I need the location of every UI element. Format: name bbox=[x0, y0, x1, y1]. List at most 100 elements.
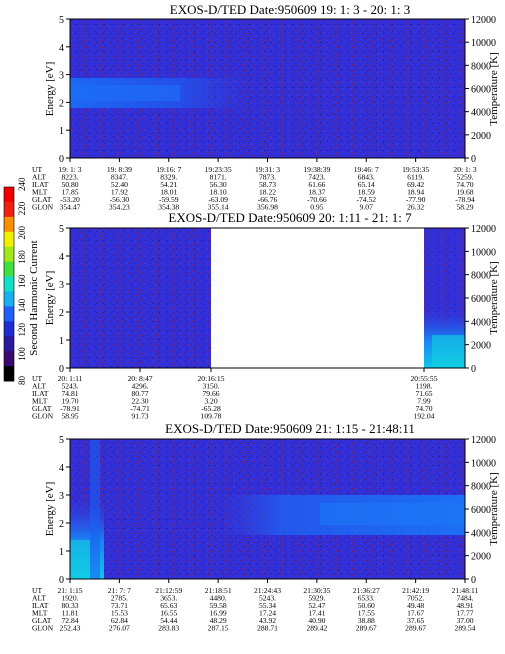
panel3-ytick-left-label: 2 bbox=[59, 519, 64, 530]
panel1-table-cell: -63.09 bbox=[208, 195, 228, 204]
panel2-table-cell: 71.65 bbox=[415, 389, 432, 398]
panel1-table-cell: 354.23 bbox=[109, 203, 130, 212]
panel1-table-cell: 18.22 bbox=[259, 188, 276, 197]
panel1-table-cell: 5259. bbox=[456, 173, 473, 182]
panel3-table-cell: 21:30:35 bbox=[303, 586, 330, 595]
panel3-table-cell: 40.90 bbox=[308, 616, 325, 625]
panel1-ytick-left-label: 0 bbox=[59, 154, 64, 165]
panel3-plot bbox=[69, 438, 466, 580]
panel1-table-cell: -70.66 bbox=[307, 195, 327, 204]
panel3-table-cell: 17.24 bbox=[259, 609, 276, 618]
panel3-table-cell: 289.42 bbox=[306, 624, 327, 633]
panel3-table-cell: 289.54 bbox=[455, 624, 476, 633]
panel2-ytick-right-label: 6000 bbox=[471, 294, 491, 305]
colorbar-tick-label: 200 bbox=[17, 226, 27, 240]
panel3-ytick-right-label: 4000 bbox=[471, 528, 491, 539]
panel3-table-cell: 252.43 bbox=[60, 624, 81, 633]
panel1-table-row-label: ALT bbox=[32, 173, 46, 182]
panel2-table-row-label: MLT bbox=[32, 397, 48, 406]
panel3-table-cell: 62.84 bbox=[111, 616, 128, 625]
colorbar-swatch bbox=[4, 351, 14, 367]
panel1-table-cell: 8329. bbox=[160, 173, 177, 182]
dynamic-marks: 012345020004000600080001000012000UTALTIL… bbox=[3, 15, 496, 633]
panel3-table-row-label: UT bbox=[32, 586, 42, 595]
panel2-table-row-label: ALT bbox=[32, 382, 46, 391]
panel1-table-cell: 61.66 bbox=[308, 180, 325, 189]
panel1-table-cell: 7873. bbox=[259, 173, 276, 182]
panel2-table-cell: 3150. bbox=[202, 382, 219, 391]
panel3-table-cell: 289.67 bbox=[405, 624, 426, 633]
panel1-table-cell: -59.59 bbox=[159, 195, 179, 204]
panel1-table-cell: 7423. bbox=[308, 173, 325, 182]
panel1-table-cell: 58.73 bbox=[259, 180, 276, 189]
panel2-table-cell: 22.30 bbox=[131, 397, 148, 406]
panel2-title: EXOS-D/TED Date:950609 20: 1:11 - 21: 1:… bbox=[168, 210, 412, 225]
colorbar-tick-label: 160 bbox=[17, 274, 27, 288]
panel3-table-cell: 54.44 bbox=[160, 616, 177, 625]
panel3-ytick-right-label: 8000 bbox=[471, 482, 491, 493]
panel3-table-cell: 2785. bbox=[111, 594, 128, 603]
panel2-table-row-label: GLAT bbox=[32, 404, 52, 413]
panel1-table-cell: 8171. bbox=[210, 173, 227, 182]
panel3-ylabel-left: Energy [eV] bbox=[44, 482, 56, 536]
panel3-table-cell: 16.55 bbox=[160, 609, 177, 618]
panel1-table-cell: 8347. bbox=[111, 173, 128, 182]
panel1-table-cell: 19:23:35 bbox=[205, 165, 232, 174]
panel2-plot bbox=[69, 227, 466, 369]
panel2-table-row-label: ILAT bbox=[32, 389, 49, 398]
panel3-table-cell: 43.92 bbox=[259, 616, 276, 625]
panel1-table-cell: 18.59 bbox=[358, 188, 375, 197]
panel1-table-cell: 19:31: 3 bbox=[255, 165, 280, 174]
panel1-table-cell: 52.40 bbox=[111, 180, 128, 189]
colorbar-frame bbox=[3, 186, 15, 382]
panel3-table-cell: 72.84 bbox=[61, 616, 78, 625]
panel1-table-cell: 50.80 bbox=[61, 180, 78, 189]
panel1-table-cell: 354.47 bbox=[60, 203, 81, 212]
panel1-table-cell: 20: 1: 3 bbox=[453, 165, 476, 174]
panel3-table-cell: 21: 1:15 bbox=[57, 586, 82, 595]
panel1-table-cell: 18.94 bbox=[407, 188, 424, 197]
panel3-table-cell: 49.48 bbox=[407, 601, 424, 610]
panel1-table-row-label: GLAT bbox=[32, 195, 52, 204]
panel3-ytick-right-label: 12000 bbox=[471, 435, 496, 446]
panel3-table-row-label: GLON bbox=[32, 624, 54, 633]
colorbar-tick-label: 140 bbox=[17, 298, 27, 312]
panel1-table-cell: 56.30 bbox=[210, 180, 227, 189]
panel1-table-row-label: UT bbox=[32, 165, 42, 174]
colorbar-swatch bbox=[4, 276, 14, 292]
panel2-table-cell: 20:55:55 bbox=[410, 374, 437, 383]
panel3-table-cell: 289.67 bbox=[356, 624, 377, 633]
panel1-ytick-right-label: 2000 bbox=[471, 131, 491, 142]
panel1-table-cell: 19:16: 7 bbox=[156, 165, 181, 174]
panel1-table-cell: -77.90 bbox=[406, 195, 426, 204]
panel1-ytick-right-label: 0 bbox=[471, 154, 476, 165]
panel1-ytick-right-label: 8000 bbox=[471, 61, 491, 72]
colorbar-label: Second Harmonic Current bbox=[28, 240, 40, 355]
panel2-table-cell: 192.04 bbox=[414, 412, 435, 421]
panel2-table-cell: 74.70 bbox=[415, 404, 432, 413]
panel1-ytick-left-label: 3 bbox=[59, 71, 64, 82]
panel1-table-cell: 9.07 bbox=[360, 203, 373, 212]
panel1-table-cell: 18.01 bbox=[160, 188, 177, 197]
panel3-table-cell: 288.71 bbox=[257, 624, 278, 633]
panel3-table-cell: 21:18:51 bbox=[205, 586, 232, 595]
colorbar-tick-label: 240 bbox=[17, 177, 27, 191]
panel3-ytick-left-label: 4 bbox=[59, 463, 64, 474]
panel1-ytick-left-label: 1 bbox=[59, 126, 64, 137]
panel2-table-cell: 79.66 bbox=[202, 389, 219, 398]
panel1-ytick-left-label: 5 bbox=[59, 15, 64, 26]
panel1-table-cell: 74.70 bbox=[456, 180, 473, 189]
panel3-table-cell: 37.65 bbox=[407, 616, 424, 625]
panel1-table-cell: 19: 1: 3 bbox=[58, 165, 81, 174]
colorbar-tick-label: 220 bbox=[17, 201, 27, 215]
panel2-ylabel-right: Temperature [K] bbox=[488, 261, 500, 334]
colorbar-swatch bbox=[4, 336, 14, 352]
panel3-table-cell: 7484. bbox=[456, 594, 473, 603]
colorbar-swatch bbox=[4, 366, 14, 382]
panel3-ytick-left-label: 5 bbox=[59, 435, 64, 446]
panel2-ytick-left-label: 5 bbox=[59, 224, 64, 235]
panel2-table-cell: 4296. bbox=[131, 382, 148, 391]
panel3-table-cell: 73.71 bbox=[111, 601, 128, 610]
panel3-ytick-left-label: 0 bbox=[59, 575, 64, 586]
panel1-title: EXOS-D/TED Date:950609 19: 1: 3 - 20: 1:… bbox=[170, 2, 410, 17]
